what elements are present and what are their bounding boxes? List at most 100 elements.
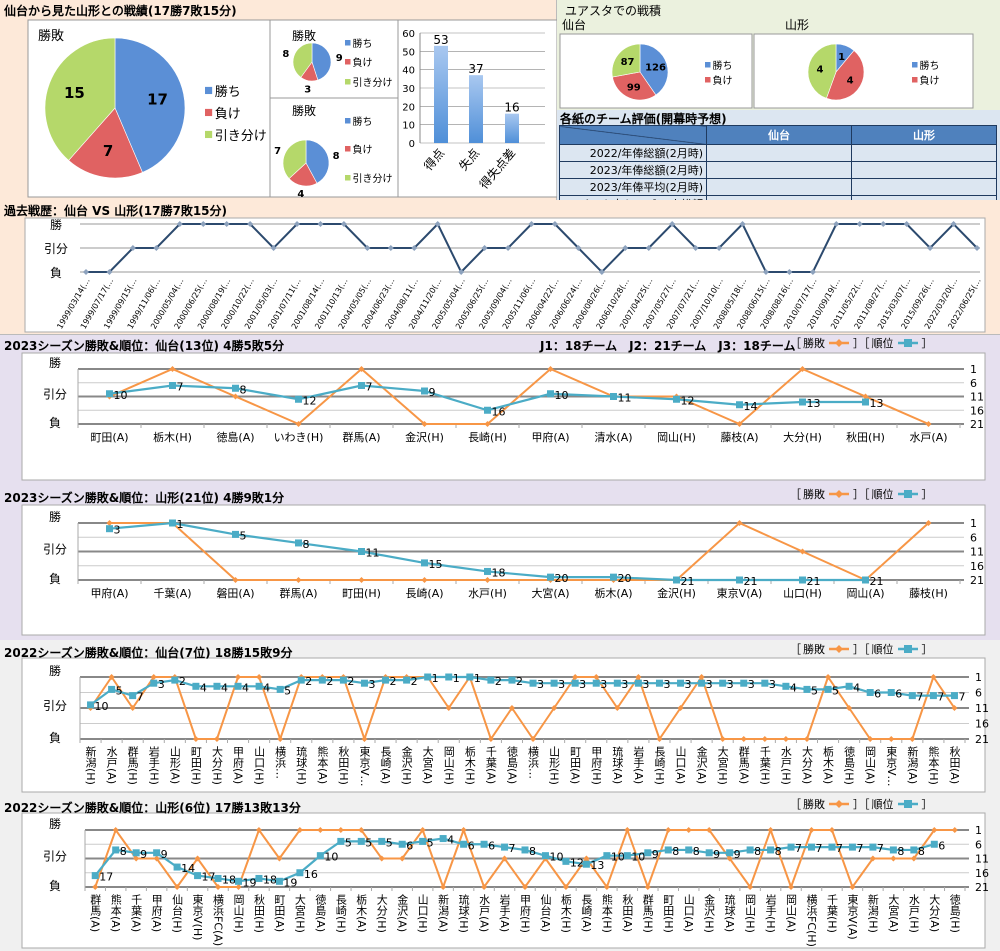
data-point — [950, 221, 957, 227]
x-category-label: 長崎(A) — [580, 894, 593, 932]
rank-point — [234, 682, 242, 690]
rank-value-label: 6 — [488, 839, 495, 852]
result-point — [169, 366, 176, 372]
x-category-label: 大分(A) — [800, 745, 813, 784]
x-category-label: 甲府(A) — [232, 746, 245, 784]
rank-value-label: 2 — [390, 675, 397, 688]
result-point — [232, 577, 239, 583]
pie-slice — [639, 43, 669, 96]
x-category-label: 仙台(A) — [539, 894, 552, 932]
rank-point — [295, 539, 302, 547]
rank-point — [234, 877, 242, 885]
rank-value-label: 5 — [427, 836, 434, 849]
rank-tick-label: 11 — [975, 853, 989, 866]
result-point — [133, 855, 140, 862]
result-point — [726, 855, 733, 862]
x-category-label: 岡山(A) — [864, 746, 877, 784]
x-category-label: 水戸(A) — [909, 431, 947, 444]
rank-point — [740, 679, 748, 687]
x-category-label: 大宮(A) — [887, 893, 900, 932]
rank-value-label: 8 — [303, 538, 310, 551]
y-tick-label: 40 — [402, 66, 415, 77]
rank-value-label: 7 — [509, 842, 516, 855]
x-category-label: 秋田(A) — [948, 745, 961, 784]
x-category-label: 栃木(H) — [153, 430, 192, 444]
result-axis-label: 負 — [49, 879, 61, 893]
rank-point — [112, 846, 120, 854]
rank-value-label: 8 — [672, 845, 679, 858]
x-category-label: 熊本(H) — [927, 745, 940, 785]
rank-point — [761, 679, 769, 687]
rank-value-label: 21 — [807, 575, 821, 588]
rank-point — [357, 837, 365, 845]
rank-value-label: 5 — [116, 684, 123, 697]
rank-value-label: 1 — [474, 672, 481, 685]
home-record-title: ユアスタでの戦積 — [565, 4, 662, 18]
rank-value-label: 17 — [202, 871, 216, 884]
rank-value-label: 18 — [263, 873, 277, 886]
legend-bracket — [790, 641, 801, 657]
rank-point — [378, 837, 386, 845]
rank-value-label: 15 — [429, 558, 443, 571]
data-point — [809, 269, 816, 275]
rank-value-label: 3 — [685, 678, 692, 691]
result-point — [828, 827, 835, 833]
pie-value-label: 126 — [645, 63, 666, 74]
rank-point — [295, 395, 302, 403]
rank-value-label: 18 — [492, 566, 506, 579]
sendai-2022-section: 1 6 11 16 21 勝引分負新潟(H) 水戸(A) 群馬(H) 岩手(H) 山形(A) 町田(… — [0, 640, 1000, 795]
x-category-label: 琉球(H) — [295, 745, 308, 785]
pie-value-label: 15 — [64, 84, 85, 102]
x-category-label: 秋田(H) — [846, 430, 885, 444]
rank-point — [767, 846, 775, 854]
data-point — [106, 269, 113, 275]
result-point — [736, 520, 743, 526]
result-point — [213, 736, 220, 742]
rank-point — [562, 857, 570, 865]
sendai-label: 仙台 — [562, 18, 587, 32]
result-point — [572, 674, 579, 680]
bar — [434, 45, 448, 144]
result-point — [862, 393, 869, 400]
x-category-label: 岡山(H) — [232, 894, 245, 933]
column-header-sendai: 仙台 — [706, 125, 852, 145]
result-point — [614, 705, 621, 711]
x-category-label: 栃木(A) — [355, 893, 368, 932]
x-category-label: 東京V(H) — [191, 894, 204, 941]
rank-legend-icon — [897, 645, 918, 653]
rank-point — [698, 679, 706, 687]
x-category-label: 長崎(A) — [379, 746, 392, 784]
legend-swatch — [345, 118, 351, 124]
result-point — [925, 520, 932, 526]
data-point — [294, 221, 301, 227]
bar-value-label: 37 — [468, 62, 483, 76]
y-tick-label: 50 — [402, 47, 415, 58]
result-point — [522, 884, 528, 890]
overall-charts: 17715勝敗勝ち負け引き分け938勝敗勝ち負け引き分け847勝敗勝ち負け引き分… — [27, 19, 557, 200]
rank-tick-label: 16 — [970, 404, 984, 417]
x-category-label: 秋田(A) — [621, 893, 634, 932]
result-point — [951, 705, 958, 711]
data-point — [645, 245, 652, 251]
sendai-2023-title: 2023シーズン勝敗&順位：仙台(13位) 4勝5敗5分 — [4, 339, 285, 353]
pie-value-label: 99 — [627, 83, 641, 94]
rank-point — [173, 863, 181, 871]
result-point — [740, 736, 747, 742]
rank-point — [421, 559, 428, 567]
rank-value-label: 6 — [895, 688, 902, 701]
legend-label: 負け — [920, 75, 940, 87]
pie-slice — [44, 37, 116, 161]
data-point — [364, 245, 371, 251]
legend-bracket — [853, 486, 870, 502]
legend-label-result: 勝敗 — [803, 337, 825, 350]
legend-swatch — [705, 77, 711, 83]
rank-value-label: 16 — [304, 868, 318, 881]
result-point — [445, 705, 452, 711]
rank-value-label: 7 — [937, 691, 944, 704]
result-point — [825, 674, 832, 680]
data-point — [575, 245, 582, 251]
x-category-label: 栃木(H) — [559, 893, 572, 933]
result-point — [656, 736, 663, 742]
x-category-label: 岩手(H) — [764, 893, 777, 933]
